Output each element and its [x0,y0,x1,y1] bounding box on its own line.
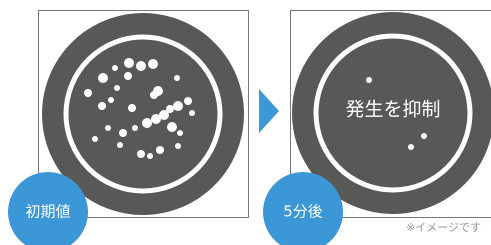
arrow [259,89,279,133]
diagram: 初期値 発生を抑制 5分後 ※イメージです [0,0,491,245]
panel-label: 初期値 [25,203,70,221]
panel-label: 5分後 [283,203,323,221]
dish-text: 発生を抑制 [345,99,440,121]
note: ※イメージです [406,221,481,234]
